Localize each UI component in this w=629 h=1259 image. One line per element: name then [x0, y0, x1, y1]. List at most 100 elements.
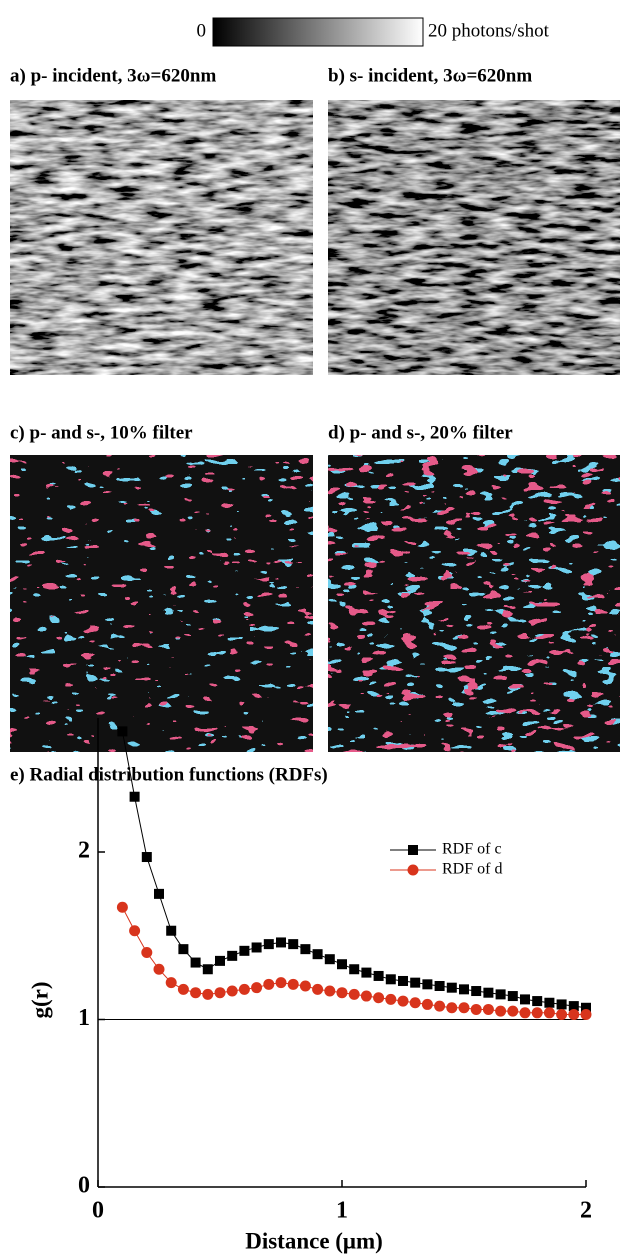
legend-label: RDF of c	[442, 841, 502, 858]
image-panel	[328, 100, 620, 375]
data-point	[434, 1000, 446, 1012]
data-point	[349, 964, 360, 975]
data-point	[153, 963, 165, 975]
colorbar-label: 20 photons/shot	[428, 20, 550, 41]
data-point	[202, 964, 213, 975]
data-point	[336, 987, 348, 999]
data-point	[214, 987, 226, 999]
data-point	[409, 997, 421, 1009]
data-point	[154, 888, 164, 899]
colorbar-label: 0	[197, 20, 207, 41]
panel-title: d) p- and s-, 20% filter	[328, 422, 513, 443]
data-point	[226, 985, 238, 997]
data-point	[215, 955, 225, 966]
data-point	[507, 991, 518, 1002]
data-point	[422, 979, 433, 990]
data-point	[483, 987, 494, 998]
data-point	[190, 957, 201, 968]
data-point	[288, 939, 299, 950]
data-point	[360, 990, 372, 1002]
data-point	[458, 1002, 470, 1014]
data-point	[446, 1002, 458, 1014]
data-point	[398, 975, 408, 986]
x-tick-label: 2	[580, 1198, 592, 1224]
data-point	[568, 1008, 580, 1020]
data-point	[361, 967, 372, 978]
data-point	[507, 1005, 519, 1017]
data-point	[263, 939, 274, 950]
x-tick-label: 0	[92, 1198, 104, 1224]
panel-title: b) s- incident, 3ω=620nm	[328, 65, 532, 86]
legend-marker	[407, 864, 419, 876]
data-point	[385, 974, 396, 985]
data-point	[544, 997, 555, 1008]
data-point	[568, 1001, 579, 1012]
data-point	[165, 977, 177, 989]
x-tick-label: 1	[336, 1198, 348, 1224]
data-point	[129, 925, 141, 937]
data-point	[141, 852, 152, 863]
data-point	[520, 994, 530, 1005]
data-point	[556, 999, 567, 1010]
data-point	[312, 949, 323, 960]
image-panel	[10, 100, 313, 375]
data-point	[580, 1008, 592, 1020]
data-point	[532, 996, 543, 1007]
panel-title: c) p- and s-, 10% filter	[10, 422, 193, 443]
data-point	[556, 1008, 568, 1020]
image-panel	[328, 455, 620, 752]
image-panel	[10, 455, 313, 752]
y-axis-label: g(r)	[27, 981, 52, 1018]
data-point	[190, 987, 202, 999]
data-point	[178, 944, 189, 955]
y-tick-label: 2	[78, 838, 90, 864]
data-point	[275, 977, 287, 989]
data-point	[177, 983, 189, 995]
data-point	[166, 925, 177, 936]
data-point	[129, 791, 140, 802]
chart-title: e) Radial distribution functions (RDFs)	[10, 764, 328, 785]
data-point	[337, 959, 347, 970]
data-point	[531, 1007, 543, 1019]
data-point	[263, 978, 275, 990]
legend-marker	[408, 845, 418, 855]
data-point	[251, 982, 263, 994]
data-point	[227, 950, 238, 961]
data-point	[495, 989, 506, 1000]
y-tick-label: 1	[78, 1005, 90, 1031]
data-point	[373, 970, 384, 981]
data-point	[495, 1005, 507, 1017]
legend-label: RDF of d	[442, 861, 502, 878]
data-point	[470, 1003, 482, 1015]
data-point	[239, 945, 250, 956]
x-axis-label: Distance (μm)	[245, 1228, 383, 1253]
panel-title: a) p- incident, 3ω=620nm	[10, 65, 216, 86]
data-point	[471, 986, 482, 997]
data-point	[543, 1007, 555, 1019]
data-point	[312, 983, 324, 995]
data-point	[519, 1007, 531, 1019]
data-point	[434, 981, 445, 991]
data-point	[276, 937, 286, 948]
data-point	[410, 977, 421, 988]
data-point	[397, 995, 409, 1007]
data-point	[251, 942, 262, 953]
data-point	[482, 1003, 494, 1015]
data-point	[581, 1002, 591, 1013]
data-point	[446, 982, 457, 993]
data-point	[459, 984, 469, 995]
data-point	[324, 954, 335, 965]
data-point	[373, 992, 385, 1004]
y-tick-label: 0	[78, 1173, 90, 1199]
data-point	[348, 988, 360, 1000]
data-point	[117, 726, 128, 737]
data-point	[299, 980, 311, 992]
data-point	[141, 947, 153, 958]
data-point	[287, 978, 299, 990]
data-point	[202, 988, 214, 1000]
colorbar	[212, 17, 424, 47]
data-point	[385, 993, 397, 1005]
data-point	[300, 944, 311, 955]
data-point	[324, 985, 336, 997]
